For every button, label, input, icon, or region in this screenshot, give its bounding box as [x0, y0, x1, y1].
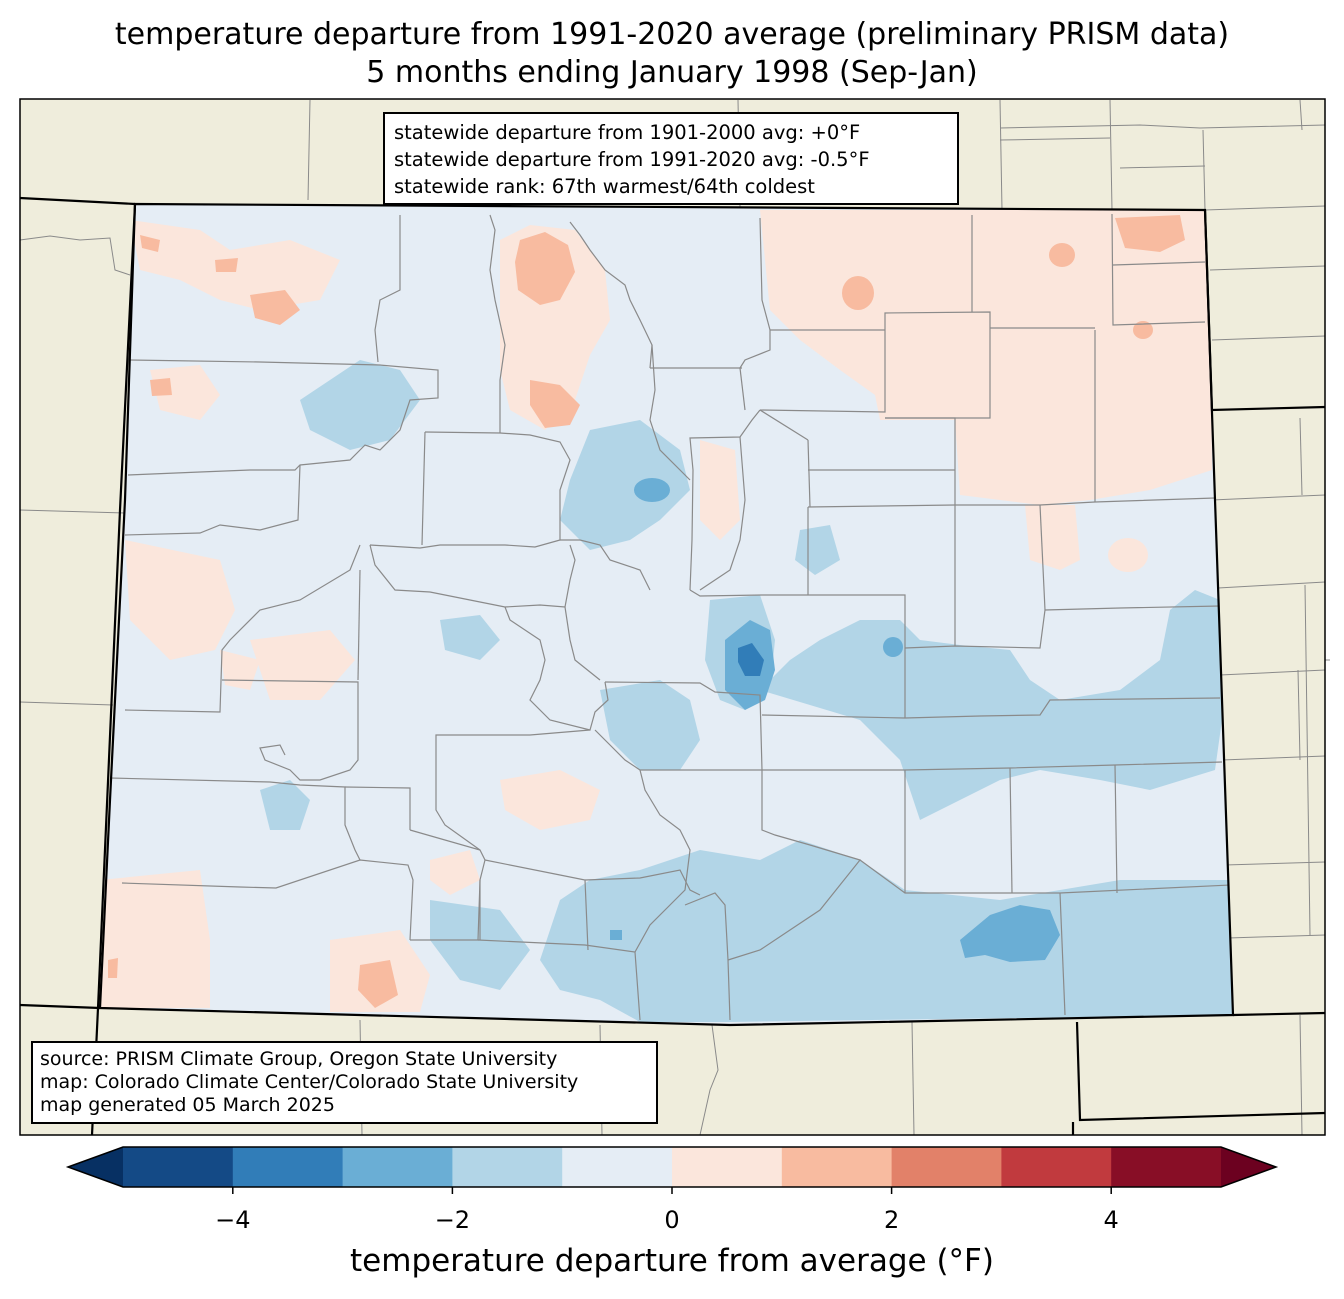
colorbar-label: temperature departure from average (°F) [350, 1243, 994, 1279]
colorbar-bin-8 [1001, 1147, 1112, 1187]
source-line-prism: source: PRISM Climate Group, Oregon Stat… [40, 1048, 558, 1070]
statewide-stats-box: statewide departure from 1901-2000 avg: … [383, 112, 959, 205]
stats-line-1901-2000: statewide departure from 1901-2000 avg: … [394, 121, 861, 144]
stats-line-1991-2020: statewide departure from 1991-2020 avg: … [394, 148, 870, 171]
temperature-field [100, 204, 1233, 1025]
colorbar-over-arrow [1221, 1147, 1276, 1187]
colorbar-bin-9 [1111, 1147, 1222, 1187]
colorbar-tick-label: 2 [883, 1206, 900, 1234]
colorbar-tick-label: −2 [434, 1206, 471, 1234]
map-title-line1: temperature departure from 1991-2020 ave… [114, 17, 1230, 52]
county-lines [109, 213, 1231, 1021]
source-line-map: map: Colorado Climate Center/Colorado St… [40, 1071, 579, 1093]
colorbar-bin-4 [562, 1147, 673, 1187]
colorbar-bin-6 [781, 1147, 893, 1187]
colorbar-bin-2 [342, 1147, 453, 1187]
neighbor-county-lines [19, 99, 1330, 1136]
anomaly-zone-1-to-2 [108, 215, 1185, 1008]
anomaly-zone-0-to-1 [100, 210, 1212, 1012]
colorbar-under-arrow [68, 1147, 123, 1187]
anomaly-zone-neg3-to-neg4 [738, 643, 764, 676]
colorbar-tick-label: −4 [215, 1206, 251, 1234]
map-title-line2: 5 months ending January 1998 (Sep-Jan) [366, 55, 978, 90]
colorbar-bin-1 [232, 1147, 344, 1187]
colorbar-tick-label: 0 [664, 1206, 680, 1234]
colorbar-bin-0 [123, 1147, 234, 1187]
colorbar-bin-7 [891, 1147, 1002, 1187]
map-frame [19, 98, 1326, 1136]
colorbar-bin-3 [452, 1147, 563, 1187]
source-box: source: PRISM Climate Group, Oregon Stat… [31, 1041, 658, 1124]
colorbar-bin-5 [672, 1147, 783, 1187]
stats-line-rank: statewide rank: 67th warmest/64th coldes… [394, 175, 815, 198]
source-line-generated: map generated 05 March 2025 [40, 1094, 335, 1116]
colorbar-outline [65, 1146, 1279, 1188]
colorbar-tick-label: 4 [1103, 1206, 1119, 1234]
colorbar [65, 1146, 1279, 1194]
